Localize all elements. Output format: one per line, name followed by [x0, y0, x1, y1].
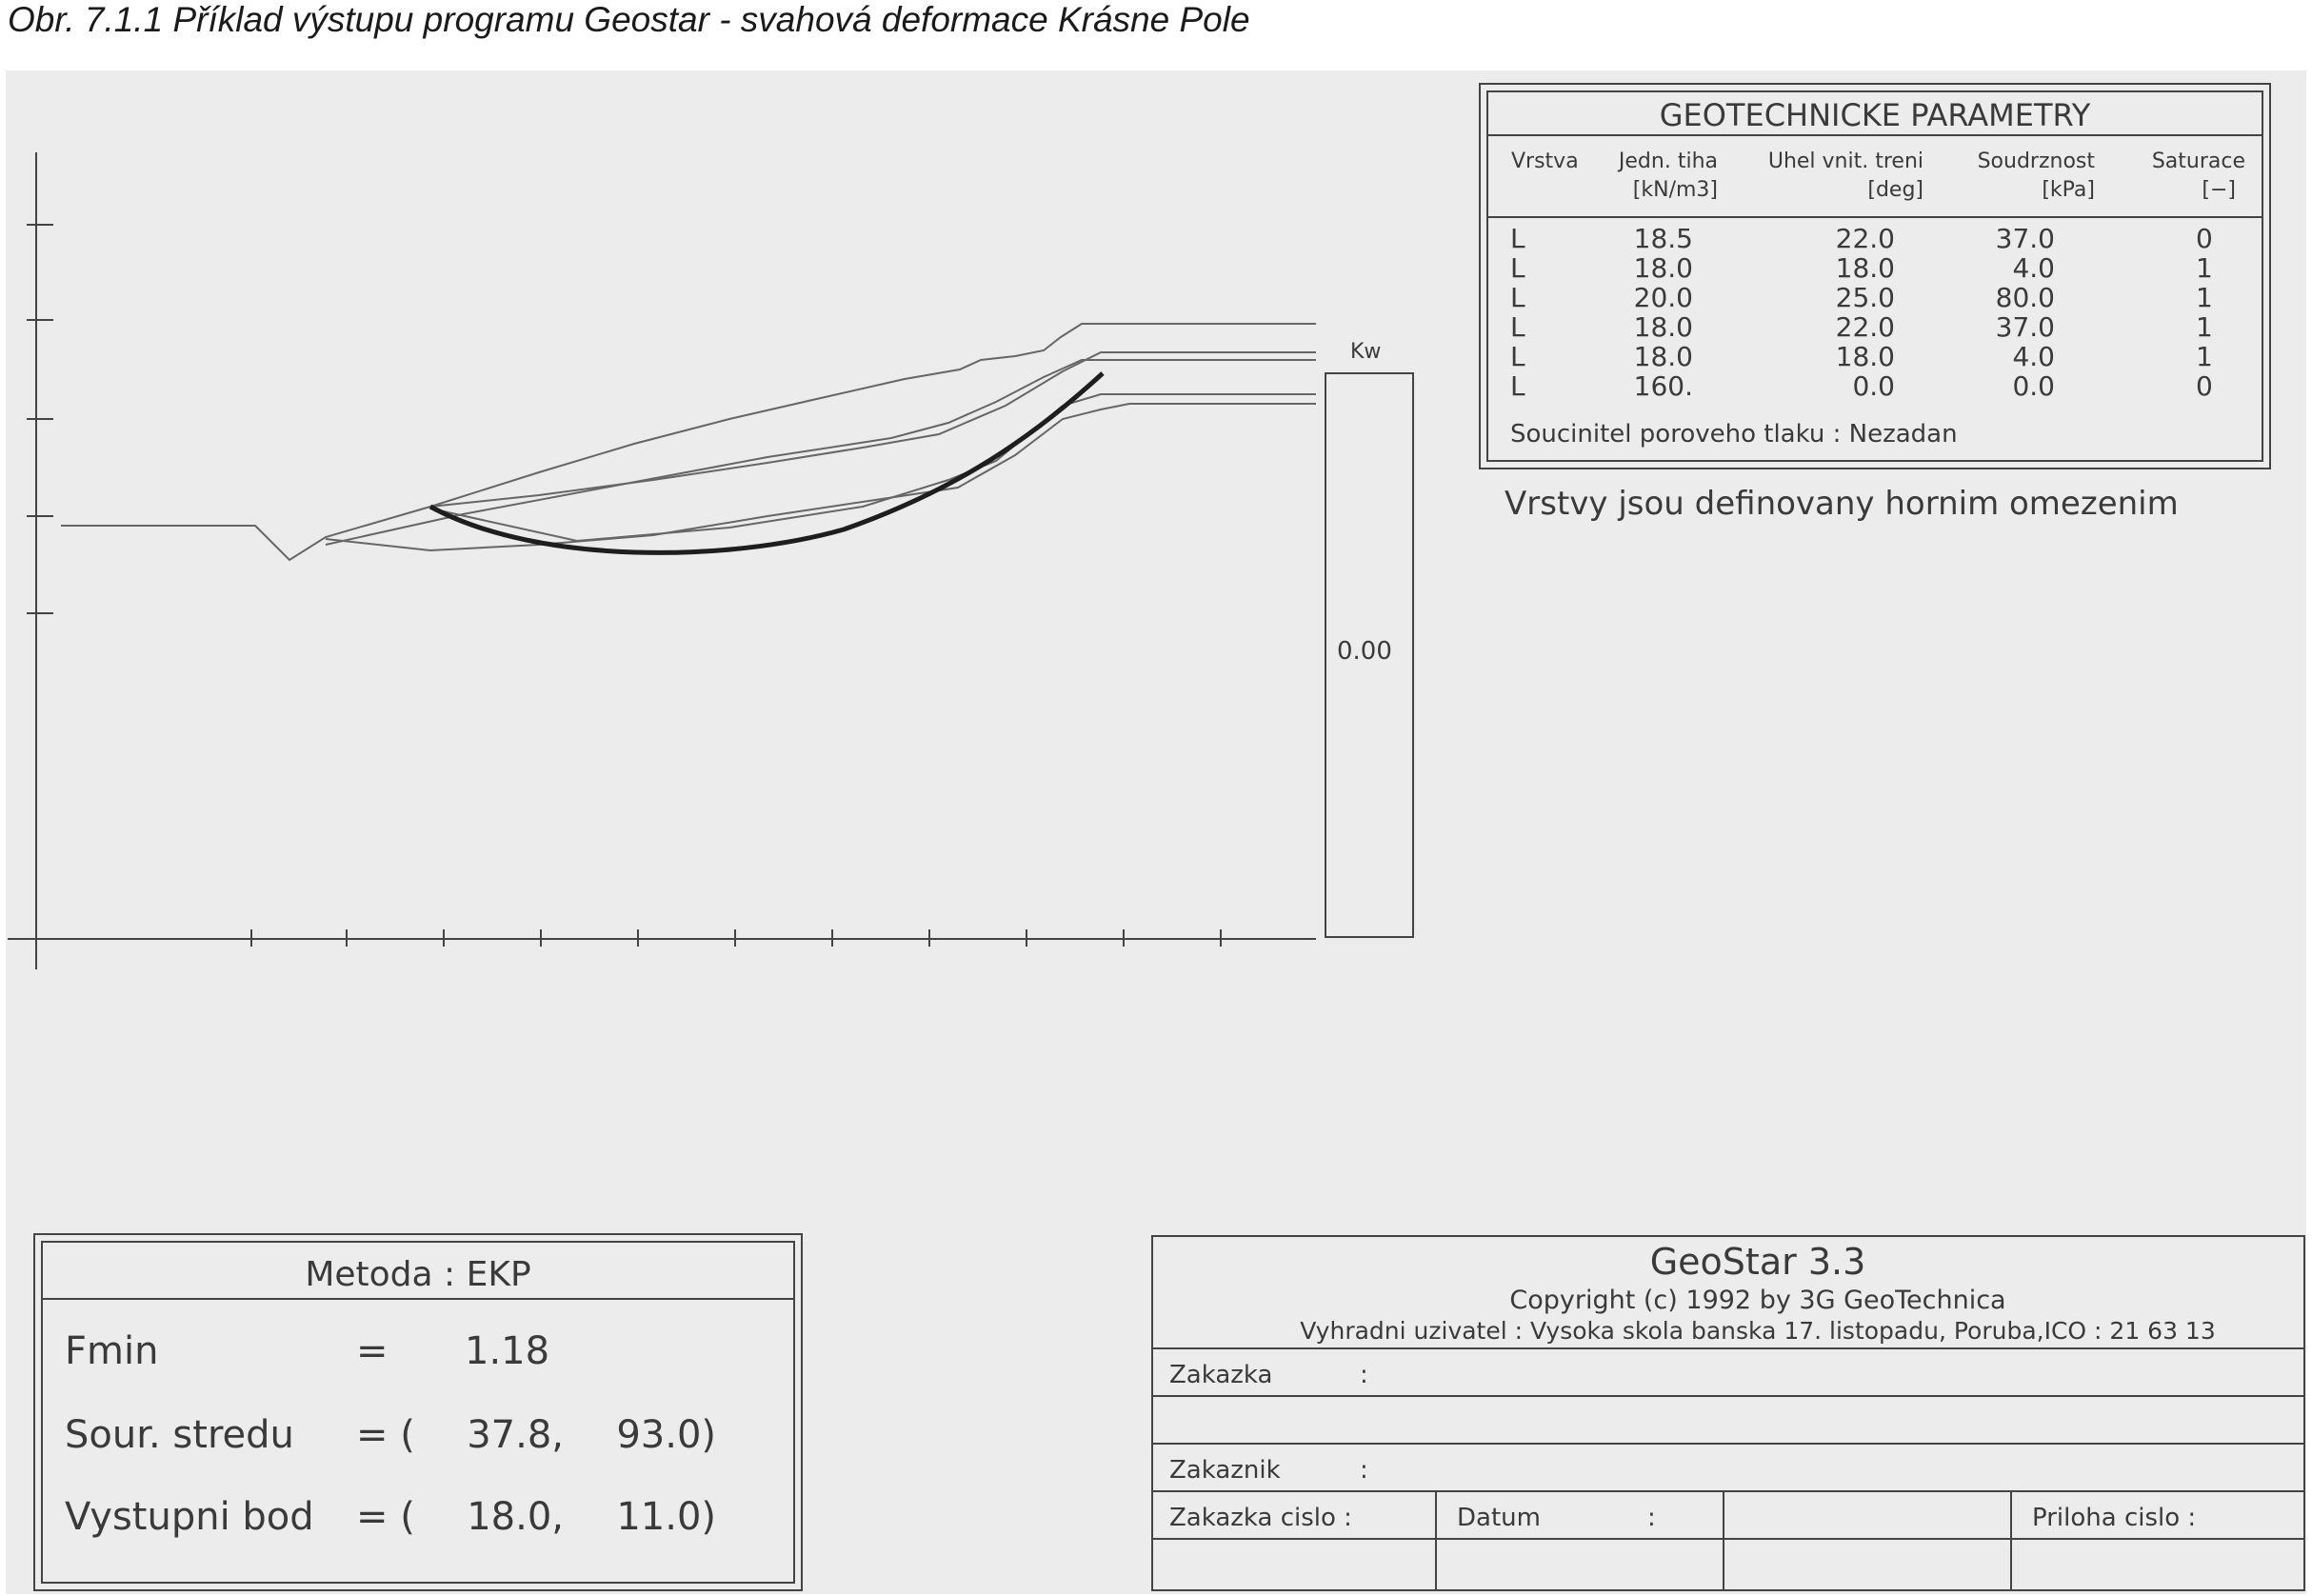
svg-text:18.0: 18.0 [1634, 341, 1693, 372]
header-vrstva: Vrstva [1511, 150, 1579, 173]
svg-text:0.0: 0.0 [2012, 370, 2055, 402]
header-saturace: Saturace [2152, 150, 2245, 173]
table-row: L 18.5 22.0 37.0 0 [1510, 223, 2213, 254]
exclusive-user: Vyhradni uzivatel : Vysoka skola banska … [1300, 1317, 2216, 1345]
header-soudrznost: Soudrznost [1978, 150, 2096, 173]
pore-pressure-note: Soucinitel poroveho tlaku : Nezadan [1510, 420, 1958, 449]
svg-text:18.0: 18.0 [1836, 341, 1895, 372]
table-row: L 18.0 22.0 37.0 1 [1510, 311, 2213, 343]
priloha-label: Priloha cislo : [2032, 1504, 2196, 1532]
center-label: Sour. stredu [65, 1413, 294, 1457]
svg-text:18.5: 18.5 [1634, 223, 1693, 254]
datum-label: Datum [1457, 1504, 1541, 1532]
svg-text:0.0: 0.0 [1852, 370, 1895, 402]
fmin-label: Fmin [65, 1329, 158, 1373]
exit-y: 11.0) [616, 1495, 716, 1539]
table-row: L 18.0 18.0 4.0 1 [1510, 341, 2213, 372]
critical-slip-surface [429, 371, 1105, 555]
svg-text:18.0: 18.0 [1634, 311, 1693, 343]
kw-label: Kw [1350, 340, 1381, 364]
table-rows: L 18.5 22.0 37.0 0 L 18.0 18.0 4.0 1 L 2… [1510, 223, 2213, 402]
svg-text:L: L [1510, 311, 1525, 343]
geostar-output-sheet: Kw 0.00 GEOTECHNICKE PARAMETRY Vrstva Je… [6, 70, 2306, 1594]
svg-text:20.0: 20.0 [1634, 282, 1693, 313]
result-inner-frame [41, 1241, 795, 1584]
svg-text:80.0: 80.0 [1996, 282, 2055, 313]
svg-text:1: 1 [2196, 282, 2213, 313]
result-outer-frame [33, 1233, 803, 1591]
svg-text:L: L [1510, 223, 1525, 254]
method-label: Metoda : EKP [305, 1255, 530, 1294]
y-ticks [27, 224, 53, 614]
parameters-outer-frame [1479, 83, 2271, 469]
table-row: L 160. 0.0 0.0 0 [1510, 370, 2213, 402]
zakazka-colon: : [1360, 1361, 1368, 1389]
svg-text:L: L [1510, 370, 1525, 402]
svg-text:L: L [1510, 282, 1525, 313]
zakaznik-colon: : [1360, 1456, 1368, 1485]
header-tiha: Jedn. tiha [1617, 150, 1718, 173]
exit-x: 18.0, [467, 1495, 564, 1539]
zakaznik-label: Zakaznik [1169, 1456, 1281, 1485]
parameters-title: GEOTECHNICKE PARAMETRY [1660, 97, 2091, 133]
header-treni: Uhel vnit. treni [1768, 150, 1923, 173]
zakazka-label: Zakazka [1169, 1361, 1272, 1389]
header-soudrznost-unit: [kPa] [2042, 178, 2095, 202]
svg-text:37.0: 37.0 [1996, 311, 2055, 343]
layer-boundary-2 [429, 351, 1316, 508]
program-name: GeoStar 3.3 [1650, 1241, 1866, 1283]
fmin-eq: = [356, 1329, 389, 1373]
table-row: L 20.0 25.0 80.0 1 [1510, 282, 2213, 313]
kw-box [1325, 372, 1414, 938]
profile-plot: Kw 0.00 [8, 152, 1414, 969]
figure-caption: Obr. 7.1.1 Příklad výstupu programu Geos… [8, 0, 1250, 39]
svg-text:1: 1 [2196, 341, 2213, 372]
header-saturace-unit: [−] [2202, 178, 2236, 202]
copyright: Copyright (c) 1992 by 3G GeoTechnica [1509, 1286, 2005, 1315]
svg-text:4.0: 4.0 [2012, 341, 2055, 372]
svg-text:L: L [1510, 252, 1525, 284]
table-header: Vrstva Jedn. tiha [kN/m3] Uhel vnit. tre… [1511, 150, 2245, 202]
svg-text:18.0: 18.0 [1836, 252, 1895, 284]
title-block: GeoStar 3.3 Copyright (c) 1992 by 3G Geo… [1151, 1235, 2305, 1591]
terrain-surface [61, 323, 1316, 562]
layers-definition-note: Vrstvy jsou definovany hornim omezenim [1505, 485, 2179, 523]
svg-text:0: 0 [2196, 223, 2213, 254]
svg-text:25.0: 25.0 [1836, 282, 1895, 313]
layer-boundary-1 [325, 359, 1316, 546]
header-treni-unit: [deg] [1867, 178, 1923, 202]
svg-text:1: 1 [2196, 311, 2213, 343]
axes [8, 152, 1316, 969]
svg-text:37.0: 37.0 [1996, 223, 2055, 254]
header-tiha-unit: [kN/m3] [1633, 178, 1718, 202]
svg-text:22.0: 22.0 [1836, 311, 1895, 343]
title-block-frame [1151, 1235, 2305, 1591]
svg-text:160.: 160. [1634, 370, 1693, 402]
layer-boundary-4 [429, 393, 1316, 543]
output-drawing: Kw 0.00 GEOTECHNICKE PARAMETRY Vrstva Je… [8, 83, 2305, 1591]
svg-text:18.0: 18.0 [1634, 252, 1693, 284]
layer-boundary-3 [325, 403, 1316, 552]
table-row: L 18.0 18.0 4.0 1 [1510, 252, 2213, 284]
svg-text:22.0: 22.0 [1836, 223, 1895, 254]
fmin-value: 1.18 [465, 1329, 549, 1373]
center-eq: = ( [356, 1413, 415, 1457]
svg-text:0: 0 [2196, 370, 2213, 402]
exit-eq: = ( [356, 1495, 415, 1539]
exit-label: Vystupni bod [65, 1495, 314, 1539]
layer-boundaries [61, 323, 1316, 562]
result-box: Metoda : EKP Fmin = 1.18 Sour. stredu = … [33, 1233, 803, 1591]
kw-value: 0.00 [1337, 637, 1392, 666]
center-x: 37.8, [467, 1413, 564, 1457]
center-y: 93.0) [616, 1413, 716, 1457]
svg-text:1: 1 [2196, 252, 2213, 284]
datum-colon: : [1647, 1504, 1656, 1532]
kw-indicator: Kw 0.00 [1325, 340, 1414, 938]
svg-text:L: L [1510, 341, 1525, 372]
svg-text:4.0: 4.0 [2012, 252, 2055, 284]
parameters-inner-frame [1486, 90, 2263, 462]
parameters-table: GEOTECHNICKE PARAMETRY Vrstva Jedn. tiha… [1479, 83, 2271, 469]
zakazka-cislo-label: Zakazka cislo : [1169, 1504, 1352, 1532]
x-ticks [250, 929, 1222, 947]
